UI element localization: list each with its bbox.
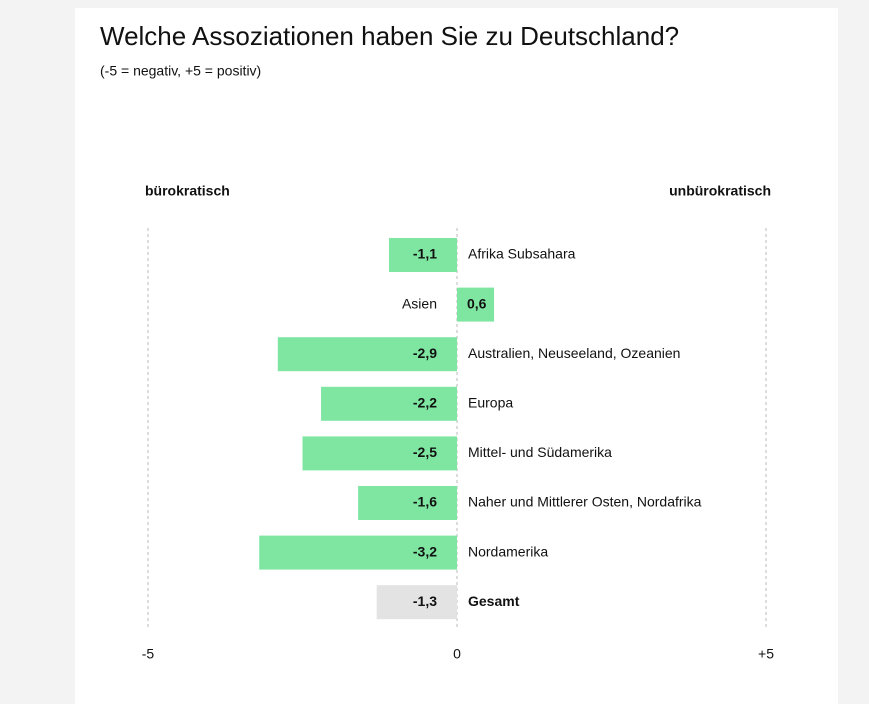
bar [358, 486, 457, 520]
category-label: Afrika Subsahara [468, 246, 576, 262]
bar [259, 535, 457, 570]
x-tick-label: 0 [453, 646, 461, 662]
value-label: -2,2 [413, 395, 437, 411]
bar [302, 436, 457, 471]
left-label: bürokratisch [145, 183, 230, 199]
value-label: -1,6 [413, 494, 437, 510]
chart-subtitle: (-5 = negativ, +5 = positiv) [100, 63, 261, 79]
value-label: -1,1 [413, 246, 437, 262]
bar [389, 238, 457, 272]
bar [376, 585, 457, 620]
value-label: -3,2 [413, 543, 437, 559]
bar [277, 337, 457, 372]
value-label: -2,5 [413, 444, 437, 460]
bar [321, 386, 457, 421]
right-label: unbürokratisch [669, 183, 771, 199]
value-label: -1,3 [413, 593, 437, 609]
category-label: Gesamt [468, 593, 520, 609]
category-label: Asien [402, 295, 437, 311]
category-label: Mittel- und Südamerika [468, 444, 612, 460]
x-tick-label: +5 [758, 646, 774, 662]
category-label: Nordamerika [468, 543, 548, 559]
x-tick-label: -5 [142, 646, 155, 662]
bar [457, 287, 495, 322]
category-label: Australien, Neuseeland, Ozeanien [468, 345, 680, 361]
chart-title: Welche Assoziationen haben Sie zu Deutsc… [100, 21, 679, 51]
value-label: 0,6 [467, 295, 487, 311]
value-label: -2,9 [413, 345, 437, 361]
category-label: Naher und Mittlerer Osten, Nordafrika [468, 494, 702, 510]
category-label: Europa [468, 395, 513, 411]
